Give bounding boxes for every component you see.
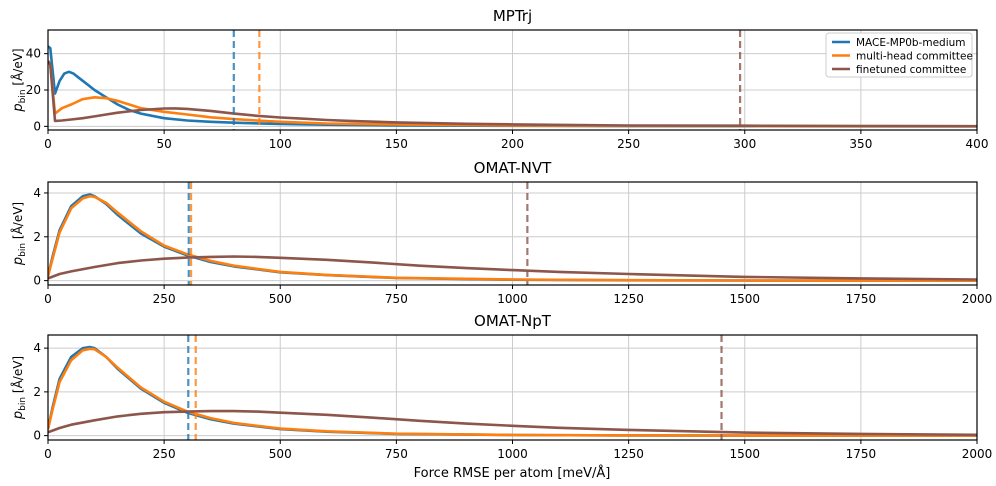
series-group bbox=[48, 30, 977, 130]
x-tick-label: 1000 bbox=[497, 292, 528, 306]
panel-title: OMAT-NpT bbox=[474, 312, 552, 330]
panel-2: 0 250 500 750 1000 1250 1500 1750 2000 0 2 4 OMAT-Np… bbox=[10, 312, 992, 461]
legend-box bbox=[825, 32, 973, 78]
x-tick-label: 500 bbox=[269, 292, 292, 306]
y-tick-label: 2 bbox=[33, 230, 41, 244]
series-group bbox=[48, 335, 977, 440]
x-tick-label: 750 bbox=[385, 292, 408, 306]
series-line-2 bbox=[48, 409, 977, 437]
x-tick-label: 0 bbox=[44, 137, 52, 151]
x-tick-label: 0 bbox=[44, 292, 52, 306]
x-tick-label: 350 bbox=[849, 137, 872, 151]
panel-title: OMAT-NVT bbox=[474, 159, 553, 177]
x-axis-label: Force RMSE per atom [meV/Å] bbox=[414, 465, 611, 481]
x-tick-label: 1750 bbox=[846, 447, 877, 461]
x-tick-label: 200 bbox=[501, 137, 524, 151]
x-tick-label: 150 bbox=[385, 137, 408, 151]
x-tick-label: 1250 bbox=[613, 447, 644, 461]
x-tick-label: 250 bbox=[153, 292, 176, 306]
legend-label-1: multi-head committee bbox=[856, 51, 973, 63]
x-tick-label: 500 bbox=[269, 447, 292, 461]
y-tick-label: 2 bbox=[33, 385, 41, 399]
y-tick-label: 0 bbox=[33, 429, 41, 443]
x-tick-label: 1500 bbox=[729, 292, 760, 306]
legend-label-0: MACE-MP0b-medium bbox=[856, 37, 966, 49]
panel-title: MPTrj bbox=[493, 7, 532, 25]
series-group bbox=[48, 182, 977, 285]
y-tick-label: 4 bbox=[33, 341, 41, 355]
x-tick-label: 1750 bbox=[846, 292, 877, 306]
x-tick-label: 750 bbox=[385, 447, 408, 461]
x-tick-label: 100 bbox=[269, 137, 292, 151]
panel-0: 0 50 100 150 200 250 300 350 400 0 20 40 MPTrj pbin [… bbox=[10, 7, 988, 151]
legend: MACE-MP0b-medium multi-head committeefine… bbox=[825, 32, 973, 78]
legend-label-2: finetuned committee bbox=[856, 64, 966, 76]
x-tick-label: 1000 bbox=[497, 447, 528, 461]
x-tick-label: 2000 bbox=[962, 292, 993, 306]
y-tick-label: 4 bbox=[33, 186, 41, 200]
series-line-1 bbox=[48, 194, 977, 282]
y-axis-label: pbin [Å/eV] bbox=[10, 356, 28, 420]
x-tick-label: 50 bbox=[156, 137, 171, 151]
x-tick-label: 300 bbox=[733, 137, 756, 151]
x-tick-label: 2000 bbox=[962, 447, 993, 461]
series-line-2 bbox=[48, 255, 977, 281]
x-tick-label: 1500 bbox=[729, 447, 760, 461]
y-tick-label: 40 bbox=[26, 47, 41, 61]
x-tick-label: 1250 bbox=[613, 292, 644, 306]
y-tick-label: 0 bbox=[33, 119, 41, 133]
x-tick-label: 0 bbox=[44, 447, 52, 461]
y-axis-label: pbin [Å/eV] bbox=[10, 202, 28, 266]
x-tick-label: 250 bbox=[617, 137, 640, 151]
panel-1: 0 250 500 750 1000 1250 1500 1750 2000 0 2 4 OMAT-NV… bbox=[10, 159, 992, 306]
y-axis-label: pbin [Å/eV] bbox=[10, 48, 28, 112]
y-tick-label: 20 bbox=[26, 83, 41, 97]
y-tick-label: 0 bbox=[33, 274, 41, 288]
series-line-1 bbox=[48, 347, 977, 437]
x-tick-label: 250 bbox=[153, 447, 176, 461]
series-line-2 bbox=[48, 60, 977, 128]
x-tick-label: 400 bbox=[966, 137, 989, 151]
